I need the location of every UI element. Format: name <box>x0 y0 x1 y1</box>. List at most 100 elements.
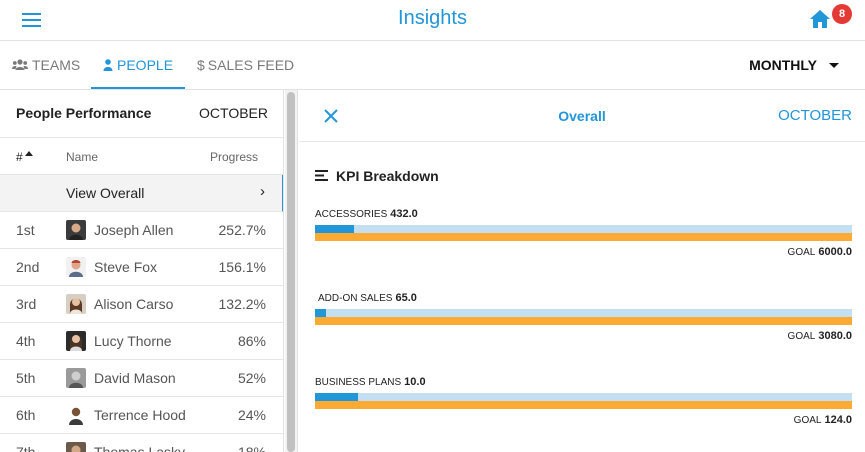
avatar <box>66 442 86 452</box>
actual-bar-track <box>315 393 852 401</box>
table-row[interactable]: 6th Terrence Hood 24% <box>0 397 283 434</box>
table-row[interactable]: 1st Joseph Allen 252.7% <box>0 212 283 249</box>
avatar <box>66 294 86 314</box>
goal-value: 124.0 <box>824 414 852 426</box>
tab-sales-feed-label: SALES FEED <box>207 57 295 73</box>
period-dropdown-value: MONTHLY <box>749 57 817 73</box>
row-name: Alison Carso <box>94 296 174 312</box>
table-row[interactable]: 3rd Alison Carso 132.2% <box>0 286 283 323</box>
dollar-icon: $ <box>197 57 205 73</box>
kpi-breakdown-heading: KPI Breakdown <box>315 168 439 184</box>
row-progress: 132.2% <box>218 296 266 312</box>
kpi-name: ADD-ON SALES <box>318 293 393 304</box>
chevron-right-icon: › <box>260 183 265 200</box>
row-rank: 4th <box>16 333 36 349</box>
row-name: David Mason <box>94 370 176 386</box>
kpi-bars <box>315 309 852 325</box>
goal-label: GOAL <box>793 415 822 426</box>
avatar <box>66 257 86 277</box>
close-icon[interactable] <box>323 108 339 124</box>
row-rank: 6th <box>16 407 36 423</box>
table-header: # Name Progress <box>0 138 283 175</box>
kpi-value: 65.0 <box>395 292 417 304</box>
kpi-label: ACCESSORIES 432.0 <box>315 208 418 220</box>
notification-badge[interactable]: 8 <box>832 4 852 24</box>
row-name: Terrence Hood <box>94 407 186 423</box>
view-overall-label: View Overall <box>66 185 145 201</box>
list-icon <box>315 169 328 181</box>
kpi-goal: GOAL 6000.0 <box>788 246 852 258</box>
menu-icon[interactable] <box>22 12 41 27</box>
panel-title: People Performance <box>16 105 152 121</box>
avatar <box>66 405 86 425</box>
tab-teams-label: TEAMS <box>32 57 81 73</box>
goal-bar <box>315 317 852 325</box>
kpi-breakdown-title: KPI Breakdown <box>336 168 439 184</box>
panel-month: OCTOBER <box>199 105 268 121</box>
kpi-name: BUSINESS PLANS <box>315 377 402 388</box>
actual-bar-track <box>315 225 852 233</box>
goal-value: 6000.0 <box>818 246 852 258</box>
row-name: Steve Fox <box>94 259 158 275</box>
row-progress: 52% <box>237 370 266 386</box>
goal-label: GOAL <box>787 247 816 258</box>
row-progress: 252.7% <box>218 222 266 238</box>
row-rank: 5th <box>16 370 36 386</box>
row-progress: 24% <box>237 407 266 423</box>
table-row[interactable]: 2nd Steve Fox 156.1% <box>0 249 283 286</box>
kpi-value: 10.0 <box>404 376 426 388</box>
users-icon <box>12 59 28 71</box>
avatar <box>66 331 86 351</box>
row-name: Joseph Allen <box>94 222 174 238</box>
actual-bar-track <box>315 309 852 317</box>
scrollbar-thumb[interactable] <box>287 92 295 452</box>
kpi-goal: GOAL 124.0 <box>794 414 852 426</box>
name-column-header: Name <box>66 150 99 164</box>
tab-people-label: PEOPLE <box>117 57 174 73</box>
tab-sales-feed[interactable]: $ SALES FEED <box>197 41 294 89</box>
detail-month: OCTOBER <box>778 107 852 124</box>
row-rank: 3rd <box>16 296 37 312</box>
row-rank: 7th <box>16 444 36 452</box>
tab-people[interactable]: PEOPLE <box>91 41 185 89</box>
kpi-goal: GOAL 3080.0 <box>788 330 852 342</box>
kpi-value: 432.0 <box>390 208 418 220</box>
goal-value: 3080.0 <box>818 330 852 342</box>
actual-bar <box>315 309 327 317</box>
detail-header: Overall OCTOBER <box>299 90 865 142</box>
top-bar: Insights 8 <box>0 0 865 41</box>
detail-title: Overall <box>558 108 606 124</box>
kpi-bars <box>315 393 852 409</box>
tab-bar: TEAMS PEOPLE $ SALES FEED MONTHLY <box>0 41 865 90</box>
goal-label: GOAL <box>787 331 816 342</box>
view-overall-row[interactable]: View Overall › <box>0 175 283 212</box>
row-rank: 1st <box>16 222 35 238</box>
row-progress: 156.1% <box>218 259 266 275</box>
sort-up-icon <box>24 151 33 156</box>
tab-teams[interactable]: TEAMS <box>12 41 80 89</box>
kpi-label: ADD-ON SALES 65.0 <box>318 292 417 304</box>
period-dropdown[interactable]: MONTHLY <box>749 41 839 89</box>
table-row[interactable]: 4th Lucy Thorne 86% <box>0 323 283 360</box>
kpi-bars <box>315 225 852 241</box>
table-row[interactable]: 7th Thomas Lasky 18% <box>0 434 283 452</box>
goal-bar <box>315 401 852 409</box>
caret-down-icon <box>829 62 839 68</box>
panel-header: People Performance OCTOBER <box>0 90 283 138</box>
goal-bar <box>315 233 852 241</box>
row-rank: 2nd <box>16 259 40 275</box>
kpi-name: ACCESSORIES <box>315 209 388 220</box>
home-icon[interactable] <box>809 9 831 29</box>
row-progress: 18% <box>237 444 266 452</box>
rank-column-header[interactable]: # <box>16 150 33 164</box>
people-performance-panel: People Performance OCTOBER # Name Progre… <box>0 90 284 452</box>
table-row[interactable]: 5th David Mason 52% <box>0 360 283 397</box>
actual-bar <box>315 225 354 233</box>
avatar <box>66 220 86 240</box>
avatar <box>66 368 86 388</box>
kpi-label: BUSINESS PLANS 10.0 <box>315 376 426 388</box>
person-icon <box>103 59 113 72</box>
actual-bar <box>315 393 359 401</box>
row-progress: 86% <box>237 333 266 349</box>
row-name: Thomas Lasky <box>94 444 186 452</box>
